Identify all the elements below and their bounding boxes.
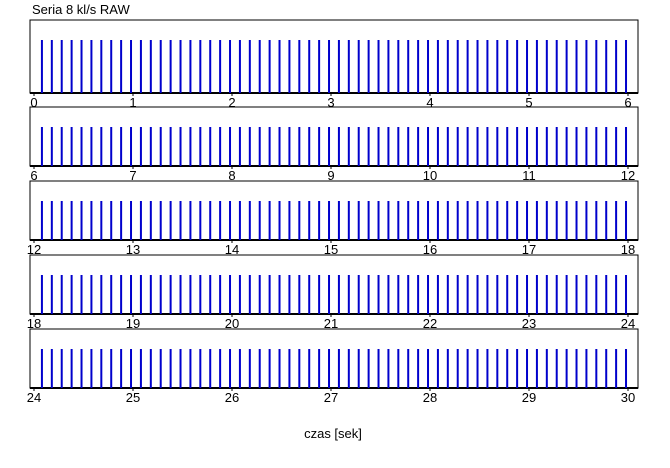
x-tick-label: 0 — [30, 95, 37, 110]
x-tick-label: 27 — [324, 390, 338, 405]
x-tick-label: 13 — [126, 242, 140, 257]
x-tick-label: 17 — [522, 242, 536, 257]
x-tick-label: 10 — [423, 168, 437, 183]
x-tick-label: 25 — [126, 390, 140, 405]
x-tick-label: 23 — [522, 316, 536, 331]
x-tick-label: 12 — [27, 242, 41, 257]
x-tick-label: 6 — [30, 168, 37, 183]
x-tick-label: 6 — [624, 95, 631, 110]
x-tick-label: 24 — [621, 316, 635, 331]
x-tick-label: 5 — [525, 95, 532, 110]
x-tick-label: 24 — [27, 390, 41, 405]
x-tick-label: 18 — [27, 316, 41, 331]
x-tick-label: 8 — [228, 168, 235, 183]
x-tick-label: 21 — [324, 316, 338, 331]
x-tick-label: 2 — [228, 95, 235, 110]
x-tick-label: 15 — [324, 242, 338, 257]
x-tick-label: 22 — [423, 316, 437, 331]
x-tick-label: 1 — [129, 95, 136, 110]
x-tick-label: 11 — [522, 168, 536, 183]
x-tick-label: 4 — [426, 95, 433, 110]
x-tick-label: 16 — [423, 242, 437, 257]
x-axis-label: czas [sek] — [304, 426, 362, 441]
x-tick-label: 7 — [129, 168, 136, 183]
x-tick-label: 26 — [225, 390, 239, 405]
x-tick-label: 28 — [423, 390, 437, 405]
x-tick-label: 9 — [327, 168, 334, 183]
x-tick-label: 29 — [522, 390, 536, 405]
x-tick-label: 3 — [327, 95, 334, 110]
x-tick-label: 18 — [621, 242, 635, 257]
x-tick-label: 19 — [126, 316, 140, 331]
x-tick-label: 14 — [225, 242, 239, 257]
chart-title: Seria 8 kl/s RAW — [32, 2, 130, 17]
x-tick-label: 12 — [621, 168, 635, 183]
x-tick-label: 30 — [621, 390, 635, 405]
x-tick-label: 20 — [225, 316, 239, 331]
